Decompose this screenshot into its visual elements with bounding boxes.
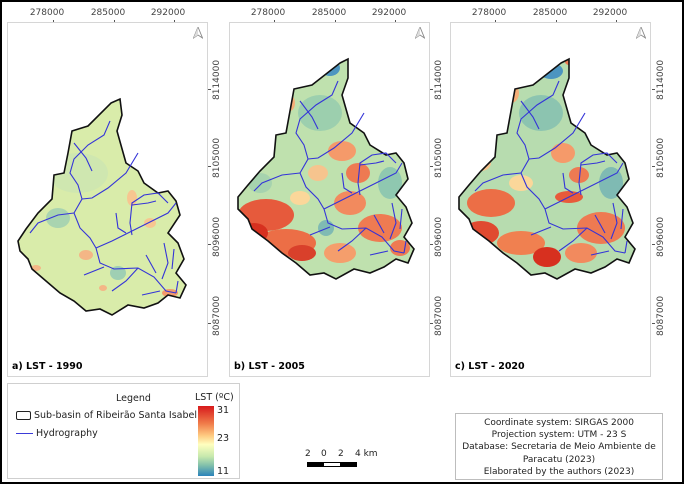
x-tick-mark: [395, 20, 396, 23]
lst-color-ramp: [198, 406, 214, 476]
y-tick-label: 8096000: [212, 216, 222, 257]
y-tick-label: 8087000: [212, 295, 222, 336]
y-tick-mark: [652, 89, 655, 90]
metadata-box: Coordinate system: SIRGAS 2000 Projectio…: [455, 413, 663, 480]
y-tick-mark: [652, 323, 655, 324]
lst-map-2005: [237, 57, 415, 280]
y-tick-label: 8087000: [656, 295, 666, 336]
legend-item-sub-basin: Sub-basin of Ribeirão Santa Isabel: [16, 410, 197, 421]
legend-item-label: Sub-basin of Ribeirão Santa Isabel: [34, 410, 198, 421]
x-tick-mark: [495, 20, 496, 23]
ramp-mid-label: 23: [217, 433, 230, 444]
y-tick-label: 8096000: [434, 216, 444, 257]
scale-label: 2: [338, 449, 344, 459]
north-arrow-icon: [415, 27, 425, 39]
scale-label: 2: [305, 449, 311, 459]
y-tick-mark: [208, 244, 211, 245]
y-tick-label: 8105000: [434, 137, 444, 178]
scale-label: 0: [321, 449, 327, 459]
north-arrow-icon: [636, 27, 646, 39]
scale-label: 4 km: [355, 449, 378, 459]
panel-title: c) LST - 2020: [455, 361, 525, 372]
scale-bar-graphic: [307, 462, 357, 467]
y-tick-label: 8105000: [656, 137, 666, 178]
map-panel-a: a) LST - 1990: [7, 22, 208, 377]
x-tick-mark: [335, 20, 336, 23]
info-line: Database: Secretaria de Meio Ambiente de: [462, 442, 656, 453]
panel-title: b) LST - 2005: [234, 361, 305, 372]
map-panel-c: c) LST - 2020: [450, 22, 651, 377]
x-tick-label: 278000: [471, 8, 507, 18]
y-tick-mark: [652, 244, 655, 245]
x-tick-label: 285000: [311, 8, 347, 18]
y-tick-mark: [430, 166, 433, 167]
north-arrow-icon: [193, 27, 203, 39]
line-symbol-icon: [16, 432, 33, 435]
lst-map-2020: [458, 57, 636, 280]
y-tick-label: 8114000: [434, 59, 444, 100]
x-tick-mark: [274, 20, 275, 23]
x-tick-mark: [53, 20, 54, 23]
y-tick-label: 8105000: [212, 137, 222, 178]
y-tick-mark: [208, 89, 211, 90]
y-tick-mark: [208, 166, 211, 167]
y-tick-mark: [430, 323, 433, 324]
panel-title: a) LST - 1990: [12, 361, 83, 372]
x-tick-label: 285000: [90, 8, 126, 18]
x-tick-mark: [114, 20, 115, 23]
y-tick-label: 8096000: [656, 216, 666, 257]
y-tick-label: 8114000: [212, 59, 222, 100]
y-tick-mark: [652, 166, 655, 167]
y-tick-mark: [430, 89, 433, 90]
hydrography-lines: [29, 120, 179, 296]
y-tick-label: 8087000: [434, 295, 444, 336]
color-ramp-title: LST (ºC): [195, 392, 234, 403]
legend-item-hydrography: Hydrography: [16, 428, 98, 439]
legend-item-label: Hydrography: [36, 428, 98, 439]
x-tick-mark: [174, 20, 175, 23]
map-panel-b: b) LST - 2005: [229, 22, 430, 377]
x-tick-label: 292000: [150, 8, 186, 18]
info-line: Paracatu (2023): [522, 454, 596, 465]
x-tick-mark: [556, 20, 557, 23]
x-tick-label: 292000: [371, 8, 407, 18]
y-tick-mark: [430, 244, 433, 245]
x-tick-label: 285000: [532, 8, 568, 18]
x-tick-mark: [616, 20, 617, 23]
info-line: Projection system: UTM - 23 S: [491, 430, 627, 441]
legend-title: Legend: [116, 393, 151, 404]
info-line: Coordinate system: SIRGAS 2000: [484, 418, 634, 428]
polygon-outline-icon: [16, 411, 31, 420]
y-tick-mark: [208, 323, 211, 324]
hydrography-lines: [253, 80, 407, 256]
hydrography-lines: [474, 80, 628, 256]
info-line: Elaborated by the authors (2023): [483, 466, 635, 477]
map-legend: Legend Sub-basin of Ribeirão Santa Isabe…: [7, 383, 240, 479]
x-tick-label: 292000: [592, 8, 628, 18]
ramp-min-label: 11: [217, 466, 230, 477]
y-tick-label: 8114000: [656, 59, 666, 100]
lst-map-1990: [17, 97, 187, 316]
ramp-max-label: 31: [217, 405, 230, 416]
x-tick-label: 278000: [29, 8, 65, 18]
x-tick-label: 278000: [250, 8, 286, 18]
